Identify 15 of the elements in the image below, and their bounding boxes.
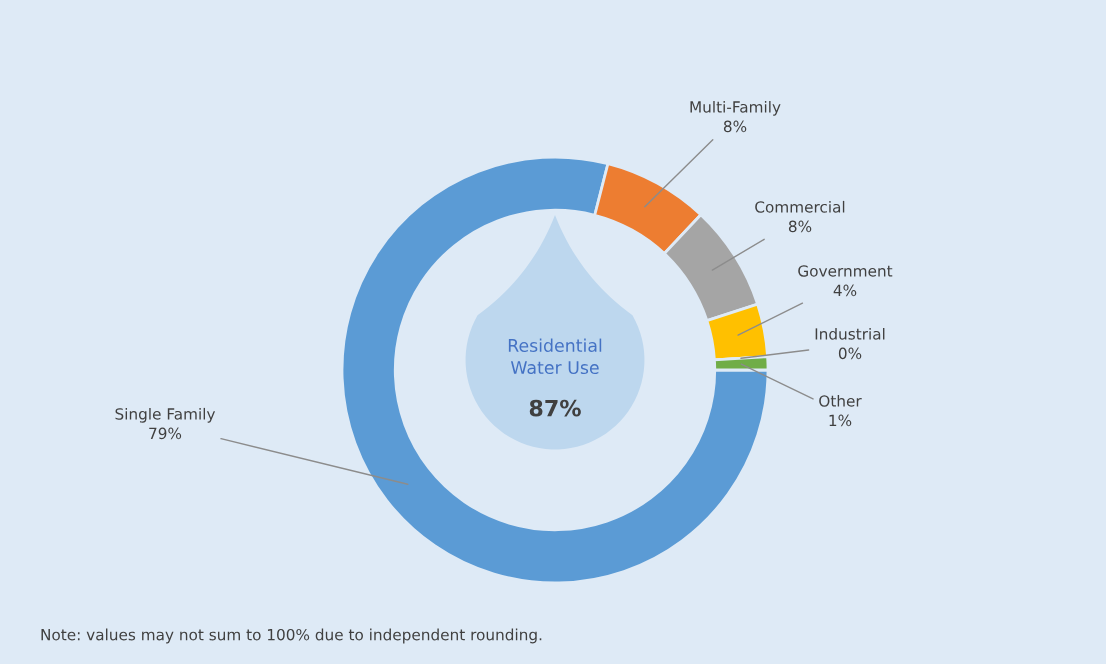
data-label: 1% [829,414,852,427]
slice-label: Other [819,394,862,407]
data-label: 8% [723,120,747,133]
data-label: 8% [788,220,812,233]
slice-label: Single Family [115,407,216,423]
text: 0% [838,347,862,360]
text: Residential Water Use [508,338,602,375]
data-label: 79% [149,427,182,440]
data-label: 4% [833,284,857,297]
text: Note: values may not sum to 100% due to independent rounding. [41,628,542,644]
slice-label: Government [798,265,893,277]
category-label: Industrial [815,327,885,340]
text: 87% [529,399,581,417]
slice-label: Commercial [755,200,845,213]
slice-label: Multi-Family [690,100,781,116]
